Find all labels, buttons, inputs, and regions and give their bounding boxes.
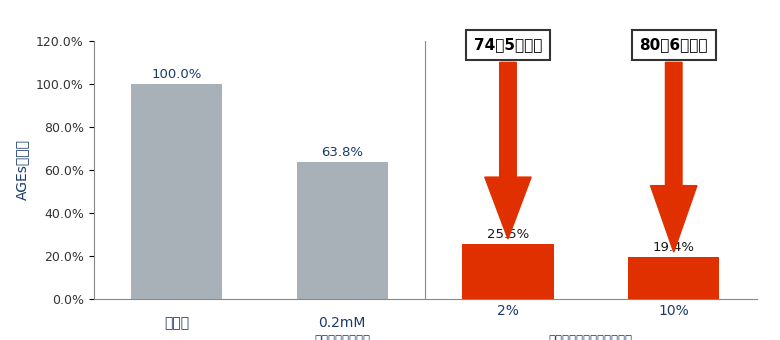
Text: 無添加: 無添加 [164, 317, 189, 330]
Text: アミノグアニジン: アミノグアニジン [314, 334, 370, 340]
Text: 63.8%: 63.8% [321, 146, 363, 158]
Text: 80．6％抑制: 80．6％抑制 [640, 38, 708, 53]
Bar [463, 244, 554, 299]
Text: 25.5%: 25.5% [487, 228, 529, 241]
Text: 19.4%: 19.4% [653, 241, 695, 254]
Text: 北海道ハマナス果実エキス: 北海道ハマナス果実エキス [549, 334, 633, 340]
FancyArrow shape [484, 62, 531, 239]
FancyArrow shape [651, 62, 697, 252]
Y-axis label: AGEs産生量: AGEs産生量 [15, 139, 29, 201]
Bar [296, 162, 388, 299]
Bar [131, 84, 222, 299]
Bar [628, 257, 719, 299]
Text: 100.0%: 100.0% [151, 68, 202, 81]
Text: 0.2mM: 0.2mM [318, 317, 366, 330]
Text: 74．5％抑制: 74．5％抑制 [473, 38, 542, 53]
